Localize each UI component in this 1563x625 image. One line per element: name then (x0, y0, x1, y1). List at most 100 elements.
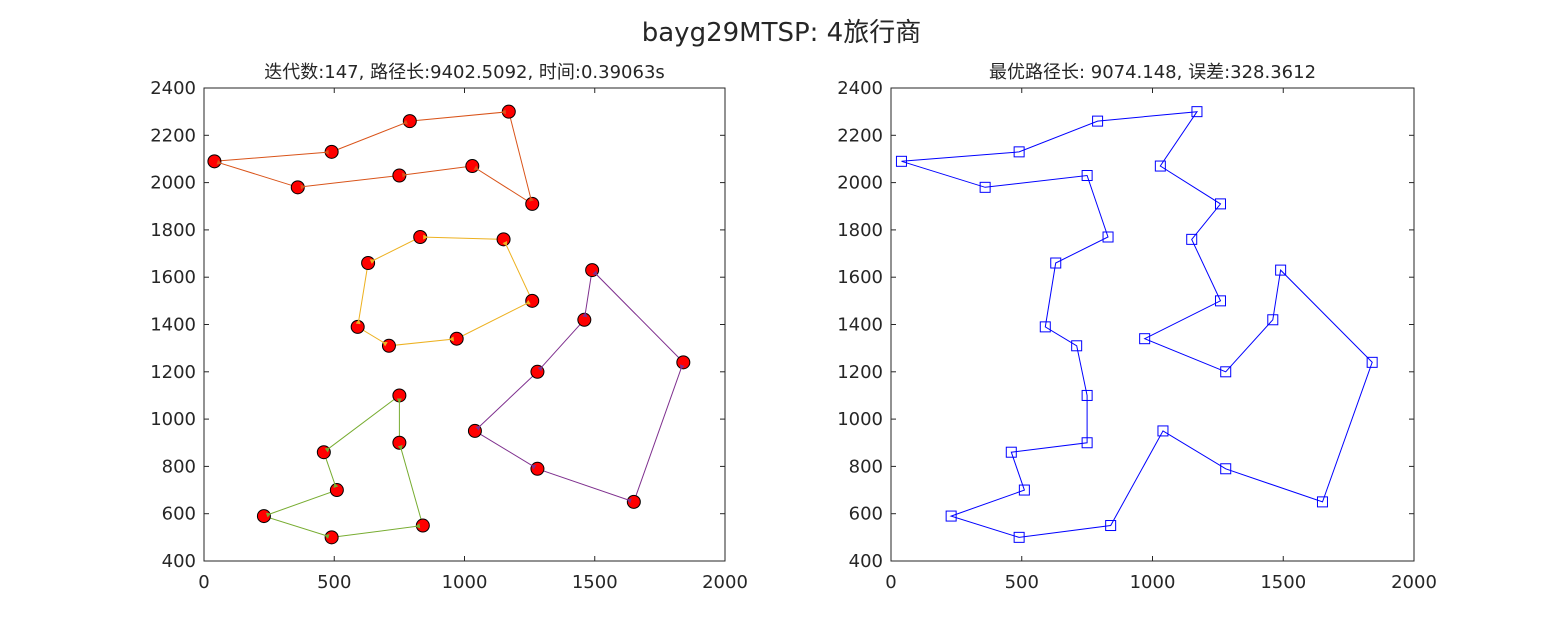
direction-arrow (582, 311, 588, 318)
y-tick-label: 2400 (837, 78, 883, 99)
direction-arrow (529, 196, 534, 202)
city-point (676, 355, 691, 370)
x-tick-label: 1000 (442, 572, 488, 593)
direction-arrow (355, 318, 361, 325)
city-point (350, 319, 365, 334)
city-point (415, 518, 430, 533)
direction-arrow (500, 109, 507, 115)
direction-arrow (423, 234, 429, 240)
city-point (1366, 356, 1378, 368)
direction-arrow (300, 184, 306, 190)
city-point (361, 256, 376, 271)
direction-arrow (592, 270, 598, 276)
direction-arrow (333, 482, 339, 489)
city-point (1186, 233, 1198, 245)
city-point (1214, 295, 1226, 307)
city-point (577, 312, 592, 327)
y-tick-label: 600 (162, 504, 196, 525)
city-point (1050, 257, 1062, 269)
city-point (1071, 340, 1083, 352)
city-point (1092, 115, 1104, 127)
left-route-3 (474, 269, 684, 503)
city-point (1081, 389, 1093, 401)
y-tick-label: 1000 (150, 409, 196, 430)
city-point (256, 509, 271, 524)
x-tick-label: 2000 (702, 572, 748, 593)
x-tick-label: 1500 (1260, 572, 1306, 593)
city-point (392, 168, 407, 183)
city-point (1018, 484, 1030, 496)
city-point (1105, 520, 1117, 532)
city-point (1267, 314, 1279, 326)
y-tick-label: 400 (849, 551, 883, 572)
y-tick-label: 1600 (150, 267, 196, 288)
direction-arrow (396, 398, 402, 404)
direction-arrow (324, 534, 330, 539)
city-point (1220, 463, 1232, 475)
city-point (895, 155, 907, 167)
x-tick-label: 1000 (1130, 572, 1176, 593)
y-tick-label: 2200 (837, 125, 883, 146)
direction-arrow (402, 172, 408, 178)
city-point (979, 181, 991, 193)
city-point (1275, 264, 1287, 276)
direction-arrow (369, 259, 376, 264)
left-chart-title: 迭代数:147, 路径长:9402.5092, 时间:0.39063s (264, 62, 665, 83)
y-tick-label: 1800 (837, 220, 883, 241)
city-point (626, 494, 641, 509)
direction-arrow (323, 149, 329, 155)
y-tick-label: 1200 (837, 362, 883, 383)
y-tick-label: 2000 (837, 173, 883, 194)
city-point (329, 483, 344, 498)
direction-arrow (414, 523, 421, 529)
left-plot-area (204, 88, 725, 561)
x-tick-label: 1500 (572, 572, 618, 593)
y-tick-label: 400 (162, 551, 196, 572)
y-tick-label: 1600 (837, 267, 883, 288)
right-chart-panel: 最优路径长: 9074.148, 误差:328.3612 0 500 1000 150… (837, 62, 1437, 593)
direction-arrow (530, 464, 537, 470)
city-point (1005, 446, 1017, 458)
figure-title: bayg29MTSP: 4旅行商 (642, 18, 921, 48)
direction-arrow (448, 336, 454, 342)
left-chart-panel: 迭代数:147, 路径长:9402.5092, 时间:0.39063s 0 500… (150, 62, 748, 593)
right-route-1 (901, 111, 1373, 538)
x-tick-label: 500 (1005, 572, 1039, 593)
city-point (525, 196, 540, 211)
direction-arrow (382, 341, 388, 347)
x-tick-label: 0 (198, 572, 209, 593)
city-point (525, 293, 540, 308)
direction-arrow (475, 425, 481, 431)
y-tick-label: 1400 (837, 315, 883, 336)
city-point (1316, 496, 1328, 508)
city-point (381, 338, 396, 353)
direction-arrow (265, 512, 272, 518)
city-point (1081, 437, 1093, 449)
left-ticks: 0 500 1000 1500 2000 400 600 800 1000 1200 1400 160… (150, 78, 748, 593)
y-tick-label: 1800 (150, 220, 196, 241)
direction-arrow (473, 165, 480, 171)
x-tick-label: 2000 (1391, 572, 1437, 593)
city-point (1039, 321, 1051, 333)
direction-arrow (216, 159, 223, 165)
city-point (1157, 425, 1169, 437)
right-plot-area (891, 88, 1414, 561)
right-routes (901, 111, 1373, 538)
x-tick-label: 0 (885, 572, 896, 593)
right-markers (895, 106, 1378, 543)
direction-arrow (502, 241, 508, 247)
city-point (1081, 170, 1093, 182)
city-point (207, 154, 222, 169)
city-point (1139, 333, 1151, 345)
city-point (1191, 106, 1203, 118)
direction-arrow (537, 365, 543, 372)
direction-arrow (397, 444, 403, 451)
city-point (324, 530, 339, 545)
city-point (392, 435, 407, 450)
y-tick-label: 1000 (837, 409, 883, 430)
city-point (1220, 366, 1232, 378)
y-tick-label: 2000 (150, 173, 196, 194)
x-tick-label: 500 (317, 572, 351, 593)
right-ticks: 0 500 1000 1500 2000 400 600 800 1000 1200 1400 160… (837, 78, 1437, 593)
